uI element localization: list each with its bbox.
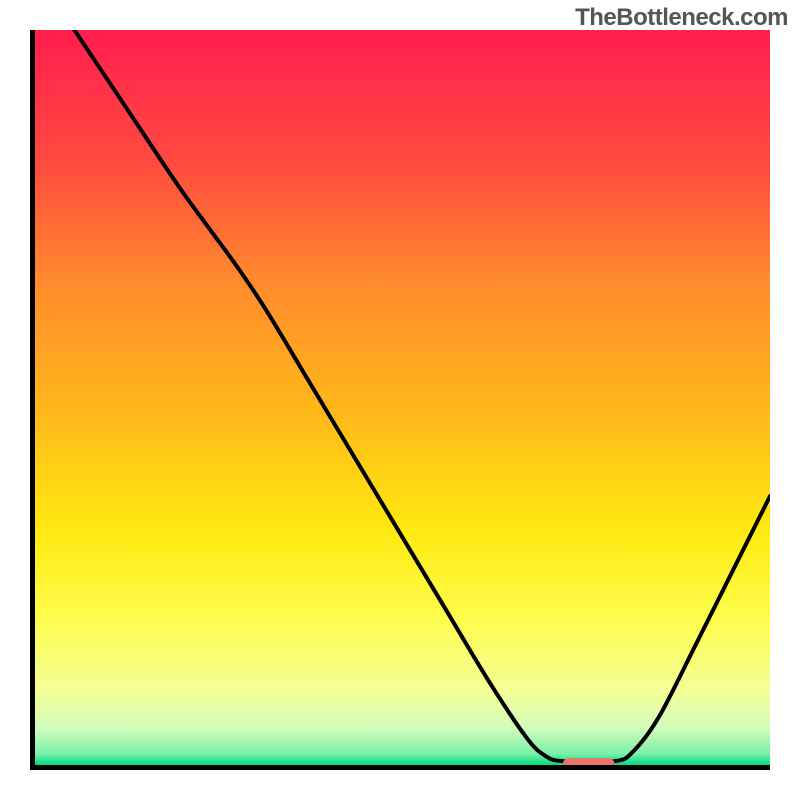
gradient-background xyxy=(35,30,770,765)
watermark-text: TheBottleneck.com xyxy=(575,4,788,32)
plot-area xyxy=(30,30,770,770)
chart-container: { "watermark": { "text": "TheBottleneck.… xyxy=(0,0,800,800)
chart-svg xyxy=(30,30,770,770)
